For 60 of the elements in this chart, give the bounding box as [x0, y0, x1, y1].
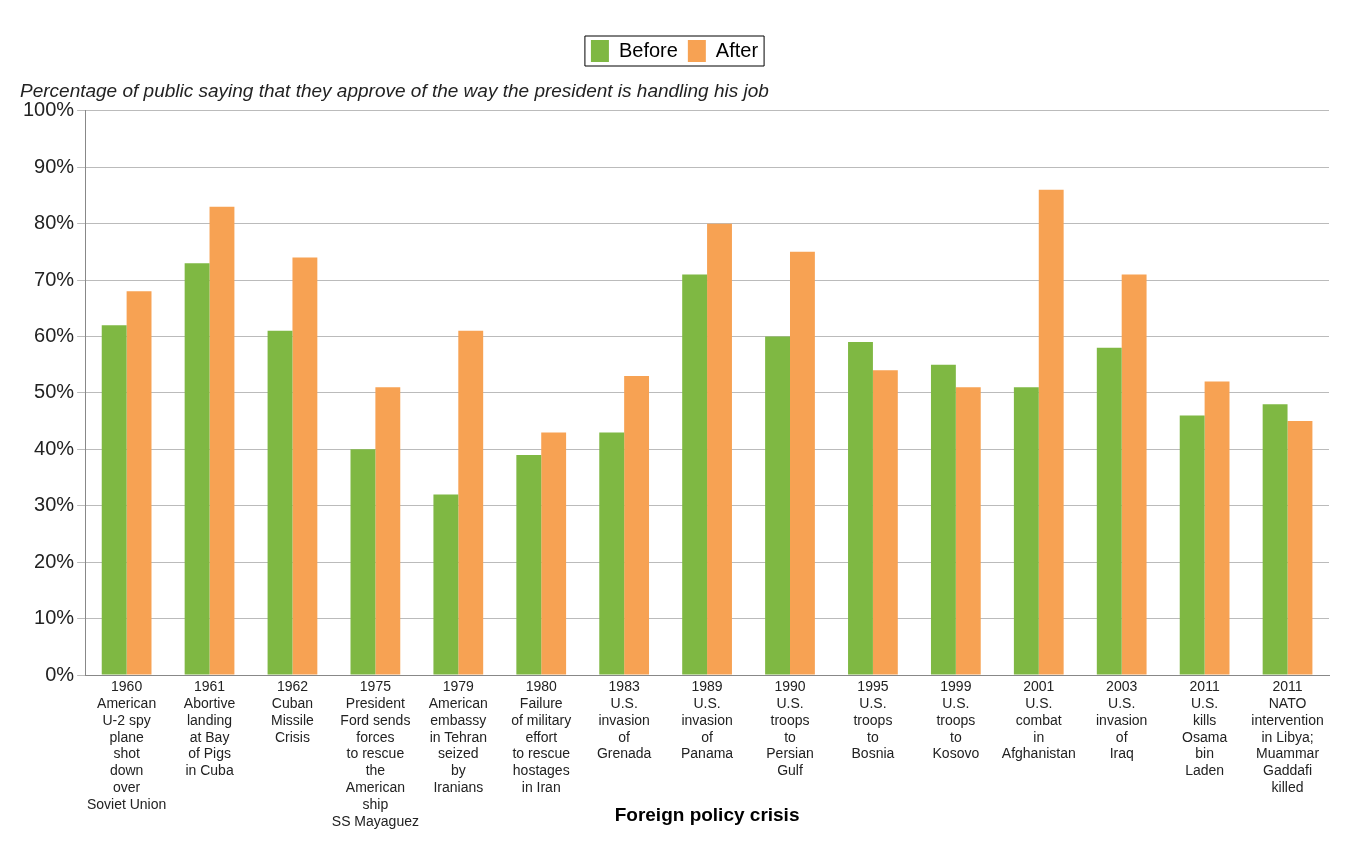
x-tick-label: 2003 U.S. invasion of Iraq [1096, 678, 1148, 762]
bar [872, 370, 898, 675]
bar [624, 375, 650, 675]
bar [541, 432, 567, 675]
bar [790, 251, 815, 675]
bar [516, 454, 542, 675]
chart-title: Percentage of public saying that they approve of the way the president is handling his job [20, 79, 769, 101]
x-tick-label: 1999 U.S. troops to Kosovo [932, 678, 980, 762]
bar [1096, 347, 1122, 675]
bar [765, 336, 790, 675]
x-tick-label: 1989 U.S. invasion of Panama [681, 678, 734, 762]
x-tick-label: 1960 American U-2 spy plane shot down over Soviet Union [86, 678, 167, 812]
y-tick-label: 20% [34, 549, 75, 572]
bar [682, 274, 708, 675]
x-tick-label: 1990 U.S. troops to Persian Gulf [766, 678, 814, 779]
bar [267, 330, 293, 675]
bar [292, 257, 318, 675]
bar [1204, 381, 1230, 675]
y-tick-label: 80% [34, 211, 75, 234]
bar [350, 449, 376, 675]
y-tick-label: 100% [23, 98, 75, 121]
x-tick-label: 2011 NATO intervention in Libya; Muammar Gaddafi killed [1251, 678, 1324, 796]
bar [955, 387, 981, 675]
y-tick-label: 70% [34, 267, 75, 290]
legend-label: Before [618, 38, 678, 61]
bar [126, 291, 152, 675]
x-tick-label: 1979 American embassy in Tehran seized by Iranians [428, 678, 488, 796]
bar [101, 325, 127, 675]
bar [930, 364, 956, 675]
bar [707, 223, 732, 675]
x-tick-label: 1995 U.S. troops to Bosnia [851, 678, 895, 762]
x-tick-label: 1980 Failure of military effort to rescue hostages in Iran [511, 678, 572, 796]
x-tick-label: 1961 Abortive landing at Bay of Pigs in Cuba [183, 678, 236, 779]
y-tick-label: 0% [45, 662, 75, 685]
y-tick-label: 40% [34, 436, 75, 459]
x-axis-title: Foreign policy crisis [614, 803, 800, 825]
bar [1121, 274, 1147, 675]
bar [375, 387, 401, 675]
bar [1038, 189, 1064, 675]
bar [209, 206, 235, 675]
bar [599, 432, 625, 675]
x-tick-label: 1983 U.S. invasion of Grenada [596, 678, 652, 762]
y-tick-label: 50% [34, 380, 75, 403]
bar [1262, 404, 1288, 675]
y-tick-label: 60% [34, 324, 75, 346]
bar [433, 494, 459, 675]
y-tick-label: 30% [34, 493, 75, 516]
bar [458, 330, 484, 675]
bar [848, 342, 873, 675]
bar [1179, 415, 1205, 675]
x-tick-label: 1962 Cuban Missile Crisis [271, 678, 315, 745]
category-label: 1975 President Ford sends forces to rescue the American ship SS Mayaguez [331, 678, 419, 829]
bar [1287, 421, 1313, 675]
y-tick-label: 10% [34, 606, 75, 629]
x-tick-label: 2001 U.S. combat in Afghanistan [1001, 678, 1076, 762]
legend-label: After [715, 38, 759, 61]
bar [1013, 387, 1039, 675]
y-tick-label: 90% [34, 154, 75, 177]
x-tick-label: 2011 U.S. kills Osama bin Laden [1182, 678, 1228, 779]
bar [184, 263, 210, 675]
